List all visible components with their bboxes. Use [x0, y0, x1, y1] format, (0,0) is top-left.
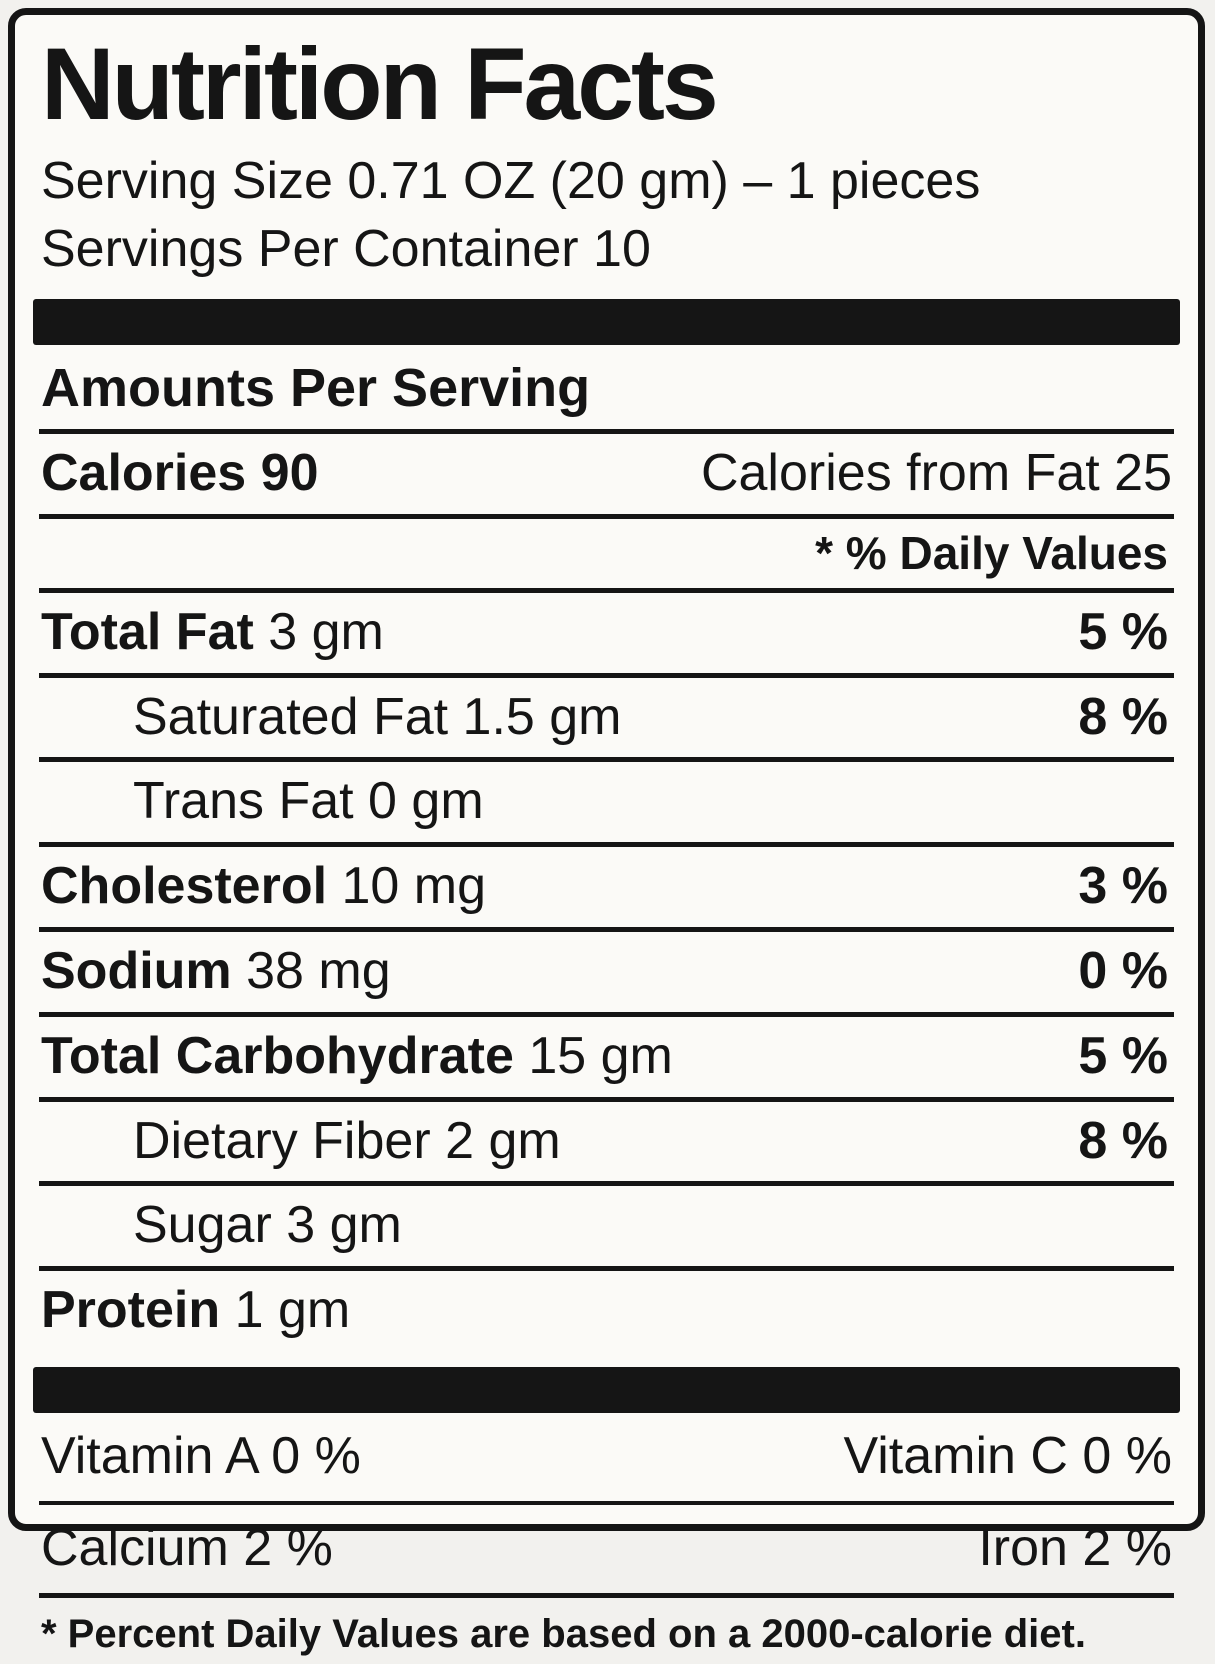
- nutrient-name: Sodium: [41, 941, 232, 1000]
- calcium-value: Calcium 2 %: [41, 1518, 333, 1577]
- servings-per-container-line: Servings Per Container 10: [41, 219, 651, 278]
- nutrient-name: Cholesterol: [41, 857, 328, 916]
- nutrient-daily-value: 3 %: [1078, 857, 1168, 916]
- nutrient-daily-value: 8 %: [1078, 687, 1168, 746]
- nutrient-daily-value: 0 %: [1078, 941, 1168, 1000]
- nutrition-facts-label: Nutrition Facts Serving Size 0.71 OZ (20…: [8, 8, 1205, 1656]
- nutrient-daily-value: 8 %: [1078, 1111, 1168, 1170]
- nutrient-name: Saturated Fat: [133, 687, 449, 746]
- nutrient-amount: 10 mg: [341, 857, 487, 916]
- nutrient-row-dietary-fiber: Dietary Fiber 2 gm 8 %: [39, 1096, 1174, 1182]
- nutrient-row-protein: Protein 1 gm: [39, 1266, 1174, 1351]
- nutrient-left: Saturated Fat 1.5 gm: [41, 688, 1078, 748]
- nutrient-amount: 2 gm: [445, 1111, 561, 1170]
- serving-size-line: Serving Size 0.71 OZ (20 gm) – 1 pieces: [41, 152, 981, 211]
- nutrient-name: Total Carbohydrate: [41, 1026, 514, 1085]
- nutrient-name: Sugar: [133, 1196, 272, 1255]
- vitamin-a-value: Vitamin A 0 %: [41, 1426, 361, 1485]
- amounts-per-serving-text: Amounts Per Serving: [41, 357, 591, 418]
- nutrient-name: Protein: [41, 1281, 221, 1340]
- nutrient-amount: 1.5 gm: [462, 687, 622, 746]
- nutrient-amount: 3 gm: [268, 602, 384, 661]
- nutrient-name: Trans Fat: [133, 772, 354, 831]
- nutrient-row-trans-fat: Trans Fat 0 gm: [39, 757, 1174, 842]
- nutrient-row-cholesterol: Cholesterol 10 mg 3 %: [39, 842, 1174, 927]
- nutrient-amount: 1 gm: [234, 1281, 351, 1340]
- nutrient-daily-value: 5 %: [1078, 602, 1168, 661]
- nutrient-row-total-carbohydrate: Total Carbohydrate 15 gm 5 %: [39, 1011, 1174, 1097]
- nutrient-name: Total Fat: [41, 602, 254, 661]
- vitamin-row-2: Calcium 2 % Iron 2 %: [39, 1500, 1174, 1593]
- nutrient-left: Dietary Fiber 2 gm: [41, 1112, 1078, 1172]
- divider-thick-top: [33, 298, 1180, 345]
- nutrient-left: Protein 1 gm: [41, 1281, 1168, 1341]
- calories-from-fat: Calories from Fat 25: [700, 444, 1172, 503]
- daily-values-header: * % Daily Values: [39, 513, 1174, 588]
- nutrient-amount: 3 gm: [286, 1196, 402, 1255]
- iron-value: Iron 2 %: [978, 1518, 1172, 1577]
- vitamin-row-1: Vitamin A 0 % Vitamin C 0 %: [39, 1413, 1174, 1501]
- nutrient-left: Trans Fat 0 gm: [41, 772, 1168, 832]
- nutrient-left: Sugar 3 gm: [41, 1196, 1168, 1256]
- nutrient-left: Cholesterol 10 mg: [41, 857, 1078, 917]
- nutrient-row-sodium: Sodium 38 mg 0 %: [39, 926, 1174, 1012]
- calories-row: Calories 90 Calories from Fat 25: [39, 429, 1174, 514]
- divider-thick-bottom: [33, 1366, 1180, 1413]
- amounts-per-serving-header: Amounts Per Serving: [39, 345, 1174, 429]
- nutrient-left: Sodium 38 mg: [41, 942, 1078, 1002]
- daily-values-header-text: * % Daily Values: [815, 526, 1168, 579]
- footnote: * Percent Daily Values are based on a 20…: [39, 1592, 1174, 1664]
- calories-value: Calories 90: [41, 444, 319, 503]
- nutrient-amount: 38 mg: [246, 941, 391, 1000]
- nutrient-row-total-fat: Total Fat 3 gm 5 %: [39, 587, 1174, 673]
- nutrient-daily-value: 5 %: [1078, 1026, 1168, 1085]
- nutrient-name: Dietary Fiber: [133, 1111, 431, 1170]
- nutrient-amount: 0 gm: [368, 772, 484, 831]
- nutrient-row-saturated-fat: Saturated Fat 1.5 gm 8 %: [39, 672, 1174, 758]
- vitamin-c-value: Vitamin C 0 %: [843, 1426, 1172, 1485]
- nutrient-row-sugar: Sugar 3 gm: [39, 1181, 1174, 1266]
- label-title: Nutrition Facts: [41, 27, 719, 141]
- nutrient-amount: 15 gm: [528, 1026, 673, 1085]
- nutrient-left: Total Carbohydrate 15 gm: [41, 1027, 1078, 1087]
- nutrient-left: Total Fat 3 gm: [41, 603, 1078, 663]
